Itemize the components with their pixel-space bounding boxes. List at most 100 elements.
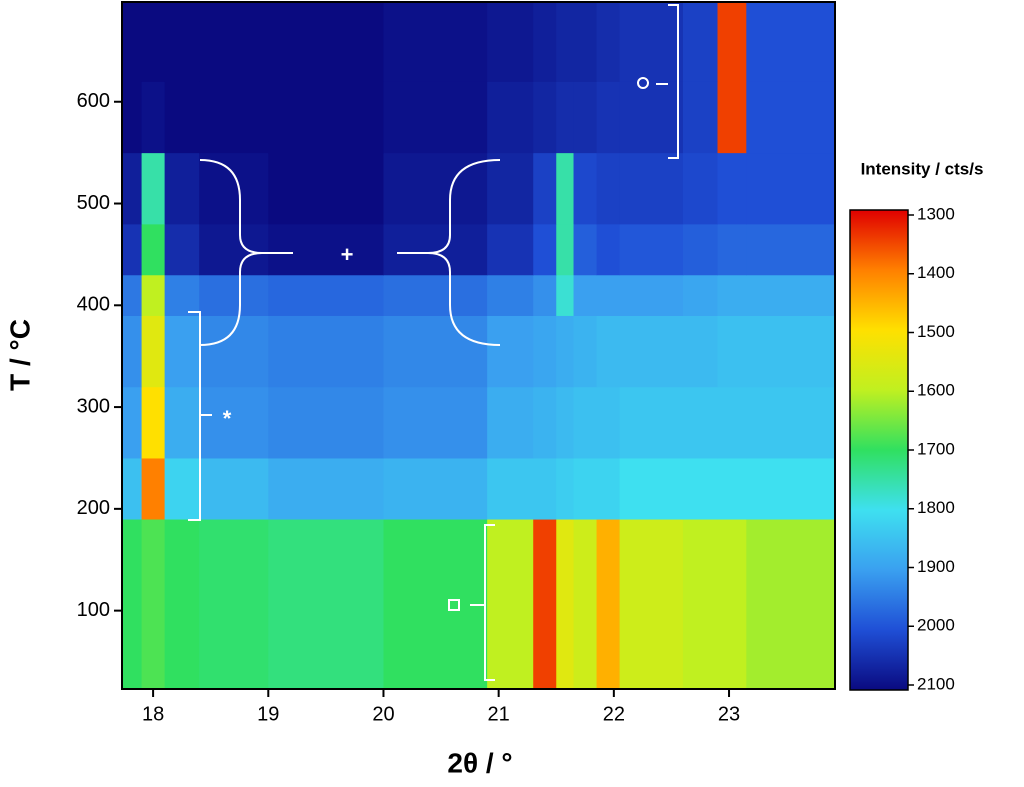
heat-cell — [383, 457, 488, 520]
colorbar-tick-label: 1400 — [917, 263, 955, 282]
brace — [199, 159, 293, 346]
heat-cell — [717, 274, 747, 316]
heat-cell — [682, 315, 719, 388]
heat-cell — [487, 274, 534, 316]
heat-cell — [573, 223, 598, 276]
heat-cell — [717, 457, 747, 520]
heat-cell — [533, 152, 557, 225]
heat-cell — [164, 2, 200, 82]
heat-cell — [487, 386, 534, 459]
heat-cell — [487, 457, 534, 520]
heat-cell — [596, 519, 621, 690]
heat-cell — [487, 81, 534, 154]
heat-cell — [682, 2, 719, 82]
heat-cell — [122, 223, 143, 276]
heat-cell — [619, 386, 684, 459]
heat-cell — [596, 2, 621, 82]
heat-cell — [717, 519, 747, 690]
annotation: + — [341, 242, 354, 267]
heat-cell — [533, 457, 557, 520]
heat-cell — [573, 152, 598, 225]
heat-cell — [556, 457, 575, 520]
colorbar-tick-label: 1900 — [917, 557, 955, 576]
heat-cell — [122, 274, 143, 316]
heat-cell — [556, 386, 575, 459]
x-axis-title: 2θ / ° — [447, 747, 512, 778]
heat-cell — [268, 315, 384, 388]
heat-cell — [619, 81, 684, 154]
heat-cell — [556, 2, 575, 82]
heat-cell — [383, 386, 488, 459]
heat-cell — [717, 386, 747, 459]
heat-cell — [268, 81, 384, 154]
heat-cell — [556, 519, 575, 690]
y-tick-label: 100 — [77, 599, 110, 621]
heat-cell — [682, 81, 719, 154]
heat-cell — [122, 386, 143, 459]
heat-cell — [746, 386, 836, 459]
colorbar-tick-label: 1800 — [917, 498, 955, 517]
heat-cell — [383, 81, 488, 154]
heat-cell — [199, 2, 269, 82]
heat-cell — [268, 2, 384, 82]
colorbar-tick-label: 1300 — [917, 204, 955, 223]
heat-cell — [746, 152, 836, 225]
heat-cell — [619, 315, 684, 388]
heat-cell — [717, 223, 747, 276]
annotation: * — [223, 406, 232, 431]
heat-cell — [573, 519, 598, 690]
heat-cell — [141, 519, 166, 690]
y-tick-label: 600 — [77, 90, 110, 112]
heat-cell — [268, 274, 384, 316]
brace — [397, 159, 501, 346]
heat-cell — [556, 274, 575, 316]
heatmap — [122, 2, 836, 690]
colorbar-title: Intensity / cts/s — [861, 159, 984, 178]
heat-cell — [596, 457, 621, 520]
heat-cell — [717, 81, 747, 154]
heat-cell — [164, 315, 200, 388]
heat-cell — [141, 81, 166, 154]
heat-cell — [199, 274, 269, 316]
heat-cell — [682, 457, 719, 520]
heat-cell — [383, 223, 488, 276]
heat-cell — [487, 519, 534, 690]
colorbar-tick-label: 1500 — [917, 322, 955, 341]
heat-cell — [746, 519, 836, 690]
bracket — [470, 524, 495, 681]
heat-cell — [199, 386, 269, 459]
heat-cell — [199, 315, 269, 388]
heat-cell — [619, 274, 684, 316]
heat-cell — [268, 519, 384, 690]
heat-cell — [122, 152, 143, 225]
plot-frame — [121, 1, 836, 690]
heat-cell — [573, 386, 598, 459]
heat-cell — [573, 457, 598, 520]
heat-cell — [596, 274, 621, 316]
heat-cell — [122, 457, 143, 520]
square-marker — [448, 599, 460, 611]
heat-cell — [556, 81, 575, 154]
heat-cell — [487, 152, 534, 225]
heat-cell — [487, 315, 534, 388]
y-tick-label: 400 — [77, 294, 110, 316]
heat-cell — [141, 152, 166, 225]
heat-cell — [596, 223, 621, 276]
heat-cell — [383, 2, 488, 82]
x-tick-label: 22 — [603, 703, 625, 725]
x-tick-label: 19 — [257, 703, 279, 725]
heat-cell — [268, 386, 384, 459]
y-tick-label: 500 — [77, 192, 110, 214]
y-axis-title: T / °C — [4, 319, 35, 391]
y-tick-label: 200 — [77, 497, 110, 519]
colorbar-tick-label: 2000 — [917, 616, 955, 635]
heat-cell — [164, 274, 200, 316]
heat-cell — [533, 274, 557, 316]
heat-cell — [141, 2, 166, 82]
heat-cell — [383, 274, 488, 316]
heat-cell — [596, 152, 621, 225]
heat-cell — [164, 457, 200, 520]
heat-cell — [596, 386, 621, 459]
heat-cell — [573, 2, 598, 82]
